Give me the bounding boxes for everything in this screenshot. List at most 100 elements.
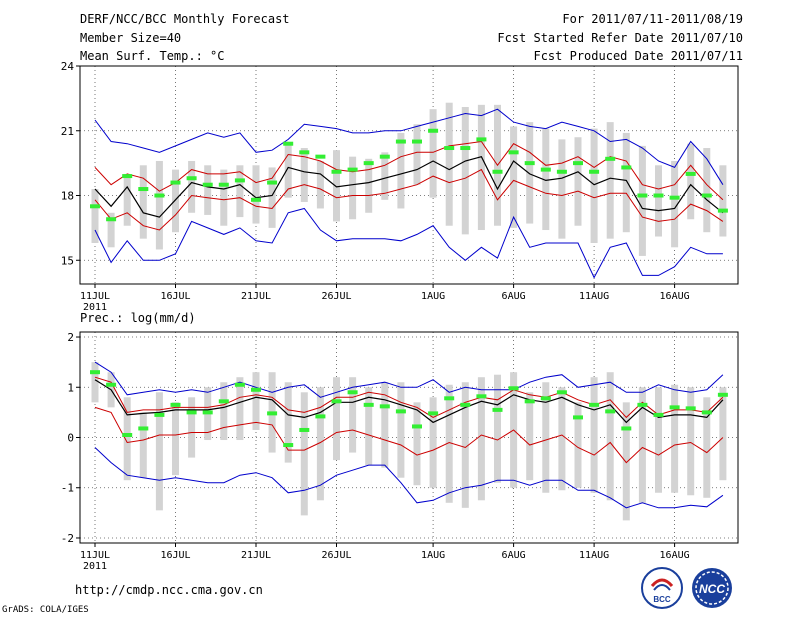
- precipitation-spread-bar: [558, 387, 566, 491]
- temperature-median-marker: [476, 137, 487, 142]
- precipitation-median-marker: [234, 382, 245, 387]
- precipitation-median-marker: [717, 392, 728, 397]
- temperature-spread-bar: [622, 132, 630, 233]
- temperature-spread-bar: [655, 165, 662, 237]
- precipitation-median-marker: [637, 402, 648, 407]
- precipitation-spread-bar: [333, 377, 340, 461]
- precipitation-xtick-label: 21JUL: [241, 550, 271, 561]
- temperature-spread-bar: [574, 137, 582, 226]
- precipitation-spread-bar: [413, 402, 421, 486]
- temperature-ytick-label: 15: [61, 254, 74, 267]
- precipitation-median-marker: [589, 402, 600, 407]
- precipitation-panel: -2 -1 0 1 2 11JUL 16JUL 21JUL 26JUL 1AUG 6AUG 11AUG…: [61, 331, 739, 572]
- member-size: Member Size=40: [80, 31, 182, 45]
- precipitation-spread-bar: [703, 397, 711, 498]
- precipitation-median-marker: [492, 407, 503, 412]
- temperature-spread-bar: [316, 160, 324, 209]
- precipitation-spread-bar: [252, 372, 260, 430]
- temperature-spread-bar: [510, 126, 518, 228]
- precipitation-xtick-label: 11JUL: [80, 550, 110, 561]
- precipitation-spread-bar: [494, 374, 501, 483]
- temperature-spread-bar: [413, 124, 421, 185]
- precipitation-median-marker: [412, 424, 422, 429]
- temperature-xtick-label: 26JUL: [321, 291, 351, 302]
- precipitation-median-marker: [331, 399, 342, 404]
- precipitation-spread-bar: [397, 382, 405, 478]
- temperature-spread-bar: [381, 152, 389, 200]
- temperature-upper-line: [94, 140, 724, 201]
- precipitation-spread-bar: [638, 387, 646, 503]
- temperature-spread-bar: [188, 160, 196, 213]
- temperature-min-line: [94, 207, 723, 279]
- temperature-median-marker: [701, 193, 712, 198]
- forecast-start-date: Fcst Started Refer Date 2011/07/10: [497, 31, 743, 45]
- temperature-xtick-label: 1AUG: [421, 291, 445, 302]
- precipitation-median-marker: [556, 390, 567, 395]
- footer-url[interactable]: http://cmdp.ncc.cma.gov.cn: [75, 583, 263, 597]
- temperature-median-marker: [363, 161, 374, 166]
- temperature-median-marker: [492, 169, 503, 174]
- precipitation-median-marker: [395, 409, 406, 414]
- temperature-median-marker: [186, 176, 197, 181]
- precipitation-spread-bar: [139, 412, 147, 478]
- temperature-median-marker: [90, 204, 100, 209]
- precipitation-year-label: 2011: [83, 561, 107, 572]
- precipitation-xtick-label: 6AUG: [502, 550, 526, 561]
- temperature-spread-bar: [671, 160, 679, 248]
- temperature-median-marker: [315, 154, 326, 159]
- temperature-median-marker: [653, 193, 664, 198]
- precipitation-min-line: [94, 447, 724, 509]
- temperature-median-marker: [234, 178, 245, 183]
- precipitation-spread-bar: [155, 392, 163, 511]
- temperature-xtick-label: 11AUG: [579, 291, 609, 302]
- precipitation-median-marker: [315, 414, 326, 419]
- temperature-spread-bar: [284, 143, 292, 198]
- temperature-median-marker: [685, 171, 696, 176]
- ncc-logo: NCC: [692, 568, 732, 608]
- temperature-spread-bar: [155, 160, 163, 250]
- temperature-spread-bar: [268, 167, 276, 228]
- precipitation-max-line: [94, 361, 724, 398]
- precipitation-spread-bar: [123, 397, 131, 481]
- temperature-median-marker: [154, 193, 165, 198]
- precipitation-median-marker: [653, 412, 664, 417]
- temperature-median-marker: [556, 169, 567, 174]
- precipitation-spread-bar: [300, 392, 308, 516]
- temperature-median-marker: [122, 174, 133, 179]
- temperature-median-marker: [106, 217, 117, 222]
- temperature-spread-bar: [703, 148, 711, 233]
- temperature-median-marker: [170, 180, 181, 185]
- temperature-median-marker: [267, 180, 278, 185]
- chart-title: DERF/NCC/BCC Monthly Forecast: [80, 12, 290, 26]
- precipitation-ytick-label: -2: [61, 532, 74, 545]
- temperature-spread-bar: [526, 122, 534, 224]
- ncc-logo-text: NCC: [699, 582, 725, 596]
- temperature-median-marker: [460, 146, 471, 151]
- precipitation-lower-line: [94, 406, 724, 464]
- temperature-spread-bar: [91, 189, 99, 243]
- precipitation-median-marker: [573, 415, 583, 420]
- precipitation-spread-bar: [349, 377, 357, 453]
- precipitation-median-marker: [605, 409, 616, 414]
- bcc-logo-text: BCC: [653, 595, 671, 604]
- temperature-median-marker: [573, 161, 583, 166]
- grads-credit: GrADS: COLA/IGES: [2, 605, 89, 615]
- temperature-year-label: 2011: [83, 302, 107, 313]
- temperature-median-marker: [395, 139, 406, 144]
- precipitation-spread-bar: [236, 377, 244, 441]
- precipitation-spread-bar: [381, 382, 389, 468]
- temperature-xtick-label: 16JUL: [160, 291, 190, 302]
- temperature-median-marker: [251, 197, 261, 202]
- precipitation-median-marker: [524, 399, 535, 404]
- precipitation-median-marker: [170, 402, 181, 407]
- precipitation-mean-line: [94, 379, 724, 424]
- precipitation-xtick-label: 16JUL: [160, 550, 190, 561]
- precipitation-spread-bar: [445, 384, 453, 503]
- precipitation-spread-bar: [365, 387, 373, 466]
- precipitation-spread-bar: [542, 382, 550, 493]
- temperature-spread-bar: [445, 102, 453, 226]
- temperature-spread-bar: [333, 150, 340, 222]
- precipitation-median-marker: [90, 370, 100, 375]
- precipitation-upper-line: [94, 376, 724, 419]
